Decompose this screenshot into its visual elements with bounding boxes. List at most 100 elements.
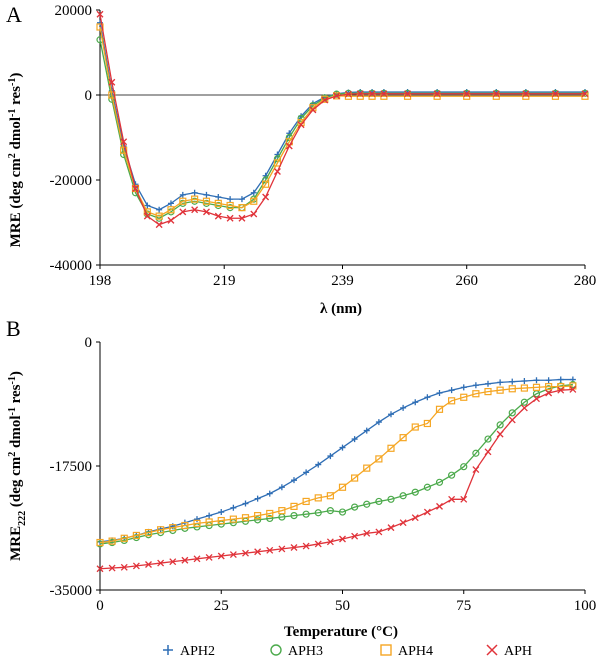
- legend-label-aph4: APH4: [398, 644, 433, 659]
- panel-b-point-aph4: [435, 405, 444, 413]
- panel-a-point-aph: [581, 90, 589, 98]
- panel-b-point-aph2: [557, 376, 564, 383]
- panel-b-point-aph4: [375, 455, 383, 463]
- panel-b-point-aph: [436, 502, 443, 510]
- panel-b-point-aph: [266, 546, 274, 554]
- panel-b-y-tick-label: 0: [85, 335, 93, 351]
- panel-b-point-aph3: [302, 510, 310, 518]
- panel-b-point-aph3: [520, 398, 528, 406]
- panel-b-point-aph2: [388, 411, 394, 418]
- panel-b-point-aph4: [338, 483, 347, 491]
- panel-b-point-aph: [557, 386, 565, 394]
- panel-a-ylabel-part1: MRE (deg cm: [8, 158, 24, 248]
- panel-b-series-line-aph4: [99, 385, 573, 544]
- panel-b-series-aph: [96, 386, 577, 573]
- panel-b-point-aph4: [351, 474, 359, 482]
- panel-b-point-aph4: [399, 434, 407, 442]
- panel-b-point-aph: [569, 386, 577, 393]
- panel-a-point-aph: [108, 78, 116, 86]
- panel-b-point-aph3: [314, 509, 322, 517]
- panel-a-point-aph: [262, 193, 270, 201]
- panel-b-point-aph3: [363, 500, 371, 508]
- panel-b-point-aph4: [448, 397, 456, 405]
- panel-b-point-aph3: [399, 492, 407, 500]
- panel-a-x-tick-label: 198: [89, 273, 112, 289]
- panel-b-point-aph2: [218, 509, 225, 516]
- panel-b-point-aph4: [108, 537, 116, 545]
- panel-a-point-aph2: [250, 189, 257, 196]
- panel-letter-b: B: [6, 316, 21, 341]
- panel-b-point-aph: [363, 529, 371, 537]
- panel-b-point-aph: [472, 466, 480, 474]
- panel-b-point-aph2: [424, 394, 431, 401]
- panel-b-y-tick-label: -17500: [50, 459, 93, 475]
- panel-a-point-aph: [309, 106, 317, 114]
- panel-a-point-aph: [143, 212, 151, 220]
- panel-b-point-aph4: [278, 507, 286, 515]
- panel-b-point-aph: [108, 564, 116, 572]
- panel-a-series-aph4: [96, 23, 589, 220]
- panel-b-point-aph: [181, 556, 189, 564]
- panel-a-y-axis-label: MRE (deg cm2 dmol-1 res-1): [7, 73, 24, 248]
- panel-a-point-aph: [356, 90, 364, 98]
- panel-a-point-aph4: [238, 204, 246, 212]
- panel-a-y-tick-label: -40000: [50, 258, 93, 274]
- legend-item-aph: APH: [486, 644, 532, 659]
- panel-b-point-aph2: [545, 377, 552, 384]
- panel-a-point-aph4: [120, 146, 128, 154]
- panel-b-point-aph4: [508, 385, 516, 393]
- panel-a-series-aph3: [96, 36, 589, 222]
- panel-a-point-aph: [273, 168, 281, 175]
- panel-a-point-aph4: [262, 180, 270, 188]
- panel-b-point-aph4: [193, 519, 201, 527]
- panel-a-point-aph2: [215, 194, 222, 200]
- panel-b-point-aph4: [484, 388, 492, 396]
- panel-b-point-aph: [387, 524, 395, 532]
- panel-b-point-aph: [339, 535, 346, 543]
- panel-b-point-aph: [496, 430, 504, 438]
- panel-b-point-aph2: [351, 436, 358, 443]
- panel-b-point-aph4: [205, 518, 213, 526]
- panel-a-point-aph2: [167, 200, 174, 207]
- panel-a-point-aph: [297, 121, 305, 129]
- panel-a-point-aph4: [167, 206, 175, 214]
- panel-a-point-aph: [380, 90, 388, 98]
- panel-b-point-aph2: [400, 404, 407, 411]
- legend-item-aph2: APH2: [163, 644, 215, 659]
- panel-a-point-aph2: [179, 191, 186, 198]
- panel-letter-a: A: [6, 2, 22, 27]
- panel-b-point-aph4: [387, 444, 395, 452]
- panel-b-point-aph3: [508, 409, 516, 417]
- legend-marker-aph: [486, 644, 498, 656]
- panel-a-point-aph4: [155, 212, 163, 220]
- panel-b-point-aph: [545, 389, 553, 397]
- panel-a-point-aph: [250, 210, 258, 218]
- panel-a-point-aph2: [238, 196, 245, 203]
- panel-a-point-aph2: [156, 206, 163, 213]
- panel-b-series-line-aph3: [99, 383, 573, 545]
- panel-b-x-axis-label: Temperature (°C): [284, 624, 398, 640]
- panel-b-point-aph2: [460, 384, 467, 391]
- panel-b-point-aph2: [266, 490, 273, 497]
- panel-b-point-aph: [96, 565, 104, 573]
- panel-a-point-aph: [285, 142, 293, 150]
- panel-b-point-aph4: [363, 464, 371, 472]
- panel-b-ylabel-sub: 222: [17, 511, 28, 526]
- panel-b-point-aph2: [291, 477, 297, 484]
- panel-b-point-aph2: [303, 469, 310, 476]
- panel-b-ylabel-sup2: -1: [7, 407, 18, 415]
- panel-b-point-aph: [326, 538, 334, 546]
- panel-b-point-aph: [120, 563, 128, 571]
- panel-b-point-aph4: [229, 515, 237, 523]
- panel-b-point-aph2: [472, 382, 479, 389]
- panel-a-point-aph4: [214, 199, 222, 207]
- panel-a-x-axis-label: λ (nm): [320, 301, 362, 317]
- panel-b-point-aph3: [435, 478, 444, 486]
- panel-b-point-aph3: [411, 488, 419, 496]
- panel-a-ylabel-sup2: -1: [7, 109, 18, 117]
- panel-a-point-aph4: [226, 201, 234, 210]
- panel-a-x-tick-label: 260: [455, 273, 478, 289]
- panel-b-point-aph3: [448, 471, 456, 479]
- panel-b-ylabel-sup3: -1: [7, 376, 18, 384]
